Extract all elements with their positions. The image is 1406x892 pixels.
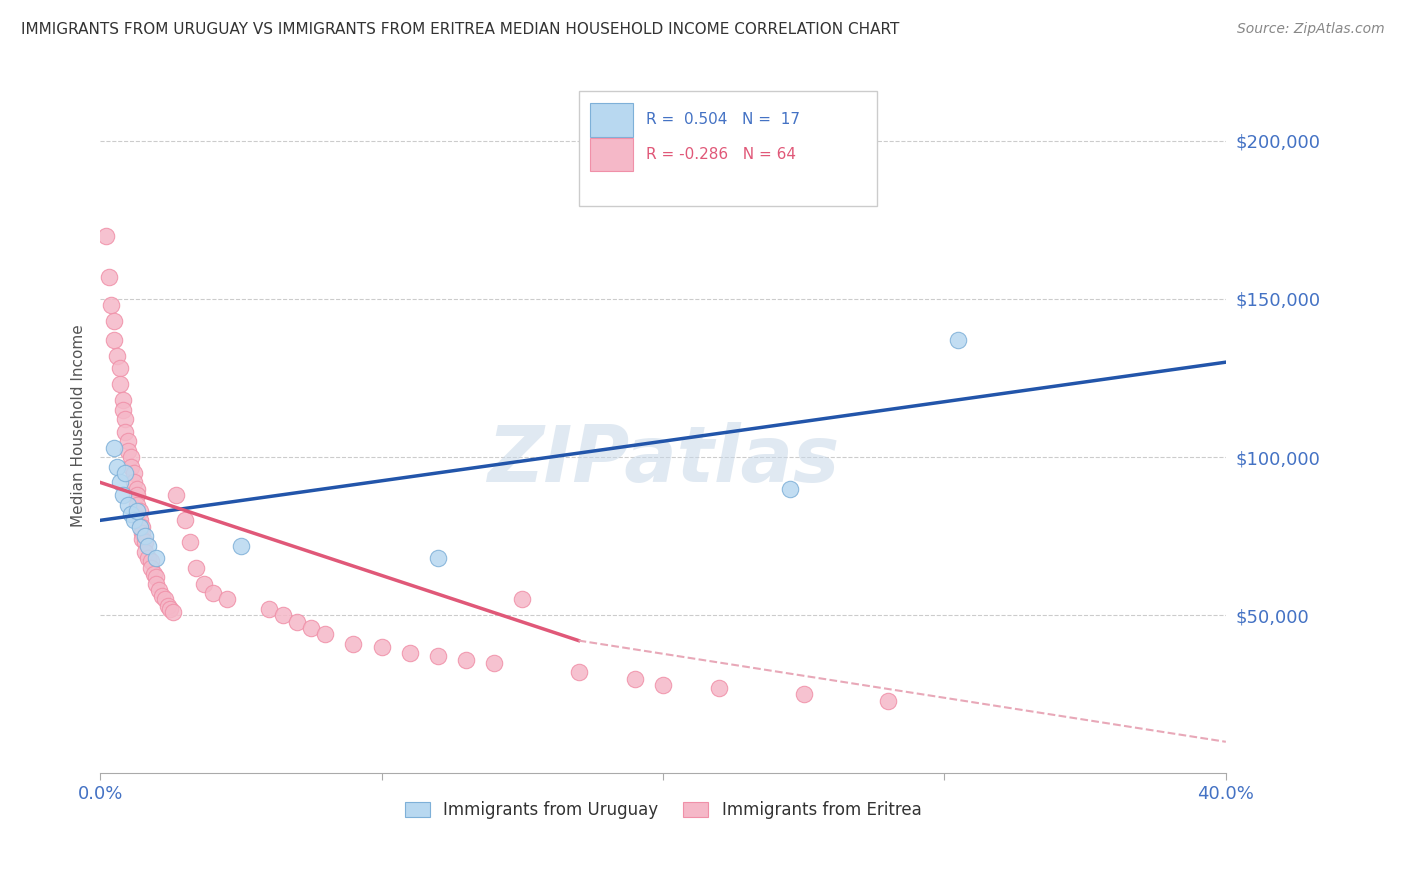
Point [398,646,420,660]
Point [426,551,449,566]
Text: ZIPatlas: ZIPatlas [486,422,839,499]
Point [145,576,167,591]
Point [159,602,181,616]
Point [314,627,336,641]
Point [122,475,145,490]
Point [134,545,156,559]
Point [215,592,238,607]
Point [105,459,128,474]
Point [136,551,159,566]
Point [652,678,675,692]
Point [150,589,173,603]
Point [108,361,131,376]
Point [271,608,294,623]
Point [108,475,131,490]
Point [426,649,449,664]
Legend: Immigrants from Uruguay, Immigrants from Eritrea: Immigrants from Uruguay, Immigrants from… [399,797,927,824]
Point [114,412,136,426]
Point [184,561,207,575]
Point [114,466,136,480]
Point [201,586,224,600]
Point [139,561,162,575]
Point [131,519,153,533]
Point [342,637,364,651]
Point [105,349,128,363]
Point [229,539,252,553]
Point [624,672,647,686]
Point [94,228,117,243]
Point [145,570,167,584]
Point [122,466,145,480]
Point [125,482,148,496]
Point [145,551,167,566]
Point [779,482,801,496]
Point [117,443,139,458]
Point [948,333,970,347]
Point [134,535,156,549]
Text: Source: ZipAtlas.com: Source: ZipAtlas.com [1237,22,1385,37]
Point [125,498,148,512]
Point [111,393,134,408]
Point [285,615,308,629]
Point [108,377,131,392]
Point [120,507,142,521]
Point [370,640,392,654]
Point [125,504,148,518]
Point [131,533,153,547]
Point [156,599,179,613]
Point [148,582,170,597]
Text: IMMIGRANTS FROM URUGUAY VS IMMIGRANTS FROM ERITREA MEDIAN HOUSEHOLD INCOME CORRE: IMMIGRANTS FROM URUGUAY VS IMMIGRANTS FR… [21,22,900,37]
Point [100,298,122,312]
Text: R = -0.286   N = 64: R = -0.286 N = 64 [647,147,796,162]
Point [299,621,322,635]
Point [142,567,165,582]
Point [510,592,533,607]
Point [117,498,139,512]
Text: R =  0.504   N =  17: R = 0.504 N = 17 [647,112,800,128]
Point [793,687,815,701]
Point [117,434,139,449]
Point [179,535,201,549]
FancyBboxPatch shape [591,138,633,171]
Point [173,513,195,527]
Point [165,488,187,502]
Point [120,459,142,474]
Point [120,450,142,464]
Point [128,519,150,533]
Point [103,333,125,347]
Point [114,425,136,439]
FancyBboxPatch shape [591,103,633,136]
Point [131,526,153,541]
Point [482,656,505,670]
Point [567,665,589,680]
Point [709,681,731,695]
FancyBboxPatch shape [578,91,877,206]
Point [134,529,156,543]
Point [122,513,145,527]
Point [877,694,900,708]
Point [454,652,477,666]
Point [128,504,150,518]
Point [153,592,176,607]
Point [162,605,184,619]
Point [103,441,125,455]
Point [125,488,148,502]
Point [111,402,134,417]
Point [97,269,120,284]
Point [128,513,150,527]
Y-axis label: Median Household Income: Median Household Income [72,324,86,527]
Point [139,554,162,568]
Point [193,576,215,591]
Point [136,539,159,553]
Point [257,602,280,616]
Point [103,314,125,328]
Point [111,488,134,502]
